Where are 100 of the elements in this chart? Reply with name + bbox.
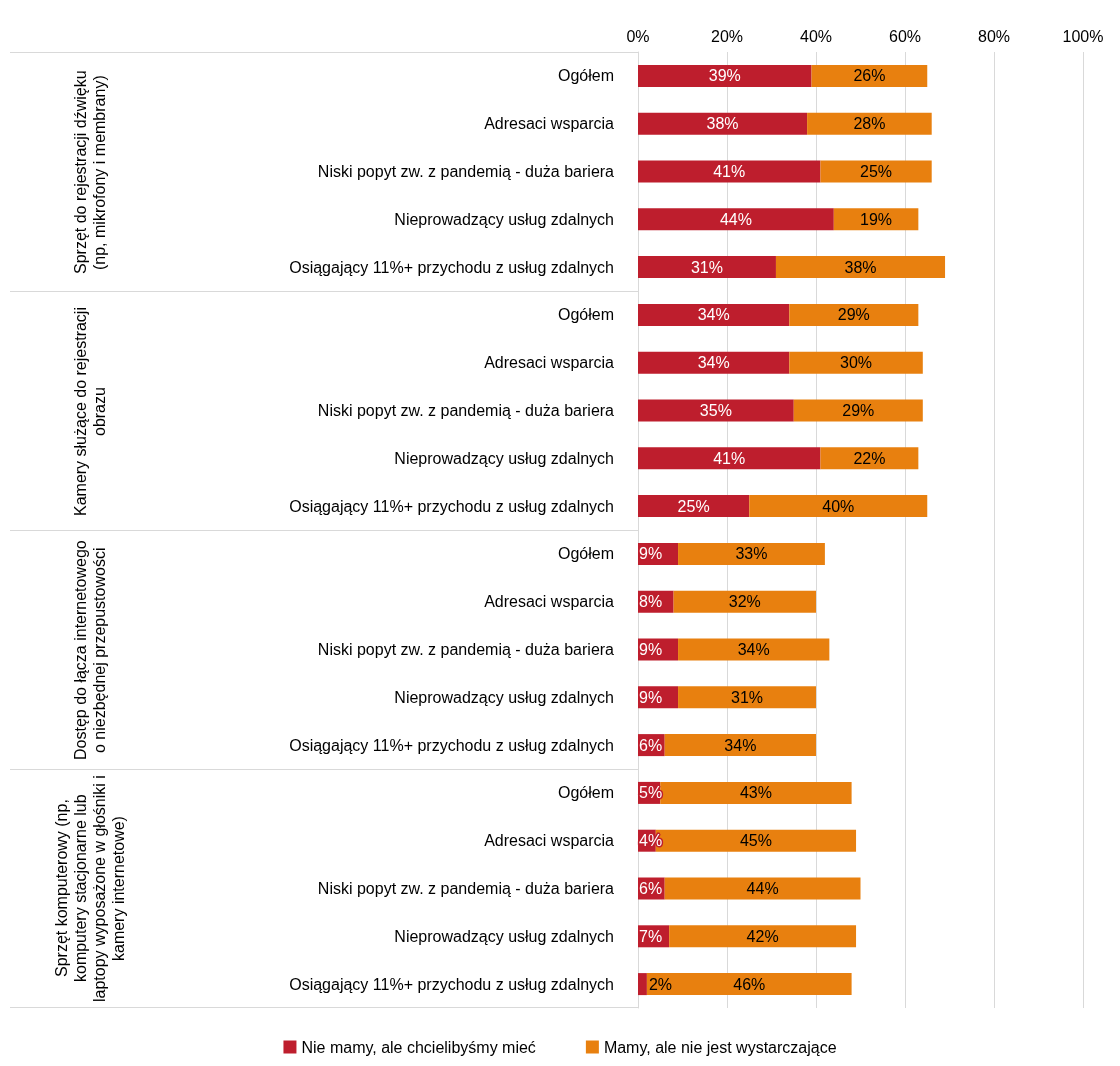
bar — [820, 160, 932, 183]
data-label: 7% — [639, 927, 663, 945]
y-tick-label: Ogółem — [557, 784, 614, 802]
data-label: 43% — [739, 784, 772, 802]
text: Sprzęt komputerowy (np, komputery stacjonarne lub laptopy wyposażone w głośniki i kamery internetowe) — [52, 774, 128, 1004]
y-tick-label: Ogółem — [557, 67, 614, 85]
x-tick-label: 40% — [799, 27, 833, 45]
bar — [678, 686, 816, 709]
data-label: 5% — [639, 784, 663, 802]
bar — [664, 734, 816, 757]
data-label: 33% — [735, 545, 768, 563]
bar — [789, 351, 923, 374]
data-label: 25% — [677, 497, 710, 515]
bar — [660, 781, 852, 804]
y-tick-label: Niski popyt zw. z pandemią - duża bariera — [317, 402, 615, 419]
data-label: 34% — [697, 354, 730, 372]
y-tick-label: Niski popyt zw. z pandemią - duża bariera — [317, 163, 615, 180]
y-tick-label: Osiągający 11%+ przychodu z usług zdalnych — [289, 258, 614, 276]
data-label: 31% — [690, 258, 723, 276]
data-label: 9% — [639, 688, 663, 706]
data-label: 29% — [842, 402, 875, 419]
bar — [775, 256, 946, 279]
data-label: 44% — [746, 880, 779, 897]
x-tick-label: 100% — [1062, 27, 1104, 45]
y-tick-label: Nieprowadzący usług zdalnych — [394, 688, 614, 706]
bar — [638, 351, 790, 374]
data-label: 34% — [737, 641, 770, 658]
data-label: 32% — [728, 593, 761, 611]
bar — [638, 303, 790, 326]
bar — [638, 160, 821, 183]
y-tick-label: Adresaci wsparcia — [484, 115, 615, 133]
bar — [820, 447, 919, 470]
data-label: 31% — [731, 688, 764, 706]
data-label: 22% — [853, 449, 886, 467]
bar — [646, 973, 852, 996]
data-label: 29% — [837, 306, 870, 324]
y-tick-label: Osiągający 11%+ przychodu z usług zdalnych — [289, 736, 614, 754]
data-label: 26% — [853, 67, 886, 85]
y-tick-label: Adresaci wsparcia — [484, 593, 615, 611]
data-label: 8% — [639, 593, 663, 611]
data-label: 28% — [853, 115, 886, 133]
y-tick-label: Adresaci wsparcia — [484, 832, 615, 850]
data-label: 4% — [639, 832, 663, 850]
data-label: 44% — [719, 210, 752, 228]
data-label: 39% — [708, 67, 741, 85]
bar — [638, 256, 776, 279]
bar — [669, 925, 857, 948]
bar — [638, 399, 794, 422]
y-tick-label: Osiągający 11%+ przychodu z usług zdalnych — [289, 497, 614, 515]
bar — [664, 877, 861, 900]
data-label: 9% — [639, 545, 663, 563]
bar — [793, 399, 923, 422]
y-tick-label: Nieprowadzący usług zdalnych — [394, 927, 614, 945]
data-label: 19% — [860, 210, 893, 228]
bar — [811, 64, 928, 87]
bar — [638, 495, 750, 518]
y-tick-label: Niski popyt zw. z pandemią - duża bariera — [317, 641, 615, 658]
data-label: 34% — [697, 306, 730, 324]
data-label: 42% — [746, 927, 779, 945]
legend-label: Nie mamy, ale chcielibyśmy mieć — [301, 1038, 536, 1056]
data-label: 45% — [739, 832, 772, 850]
y-tick-label: Nieprowadzący usług zdalnych — [394, 449, 614, 467]
bar — [678, 638, 830, 661]
bar — [678, 542, 825, 565]
x-tick-label: 80% — [977, 27, 1011, 45]
x-tick-label: 20% — [710, 27, 744, 45]
data-label: 46% — [733, 975, 766, 993]
bar — [789, 303, 919, 326]
data-label: 41% — [713, 449, 746, 467]
data-label: 6% — [639, 736, 663, 754]
data-label: 41% — [713, 163, 746, 180]
legend-label: Mamy, ale nie jest wystarczające — [603, 1038, 837, 1056]
x-tick-label: 0% — [626, 27, 650, 45]
data-label: 35% — [699, 402, 732, 419]
bar — [749, 495, 928, 518]
y-tick-label: Niski popyt zw. z pandemią - duża bariera — [317, 880, 615, 897]
text: Dostęp do łącza internetowego o niezbędnej przepustowości — [71, 539, 109, 762]
y-tick-label: Ogółem — [557, 306, 614, 324]
data-label: 9% — [639, 641, 663, 658]
bar — [638, 447, 821, 470]
data-label: 30% — [840, 354, 873, 372]
y-tick-label: Osiągający 11%+ przychodu z usług zdalnych — [289, 975, 614, 993]
data-label: 38% — [844, 258, 877, 276]
data-label: 34% — [724, 736, 757, 754]
data-label: 38% — [706, 115, 739, 133]
bar — [638, 112, 808, 135]
bar — [638, 973, 647, 996]
bar — [638, 64, 812, 87]
x-tick-label: 60% — [888, 27, 922, 45]
bar — [638, 208, 834, 231]
data-label: 6% — [639, 880, 663, 897]
y-tick-label: Nieprowadzący usług zdalnych — [394, 210, 614, 228]
bar — [673, 590, 816, 613]
bar — [807, 112, 932, 135]
data-label: 25% — [860, 163, 893, 180]
data-label: 40% — [822, 497, 855, 515]
data-label: 2% — [648, 975, 673, 993]
y-tick-label: Ogółem — [557, 545, 614, 563]
text: Sprzęt do rejestracji dźwięku (np, mikrofony i membrany) — [71, 69, 109, 276]
text: Kamery służące do rejestracji obrazu — [71, 305, 109, 518]
